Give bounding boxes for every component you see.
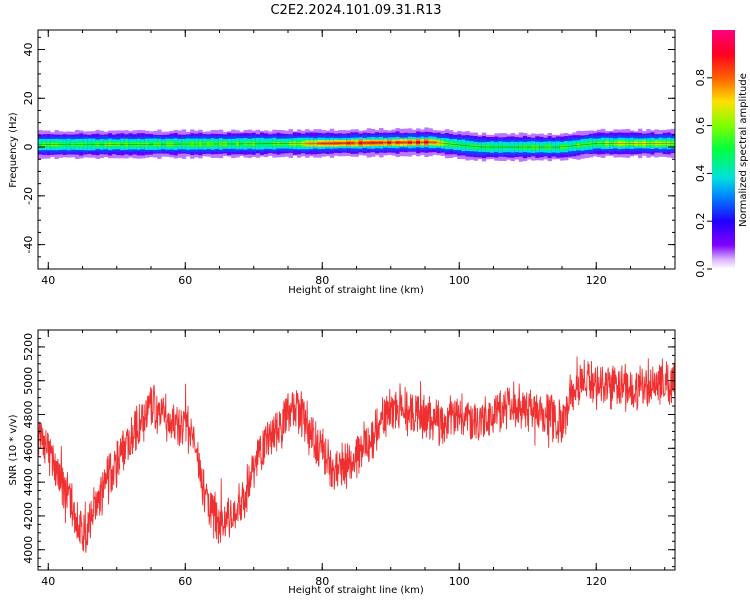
snr-y-tick-label: 4000 bbox=[22, 536, 35, 564]
spectrogram-ticks: 40 60 80 100 120 -40 -20 0 20 40 bbox=[22, 30, 675, 287]
spectrogram-y-tick-label: 40 bbox=[22, 43, 35, 57]
colorbar-tick-label: 0.2 bbox=[694, 212, 707, 230]
snr-x-tick-label: 100 bbox=[449, 575, 470, 588]
snr-y-tick-label: 4400 bbox=[22, 468, 35, 496]
snr-y-tick-label: 5200 bbox=[22, 333, 35, 361]
colorbar-ticks: 0.0 0.2 0.4 0.6 0.8 bbox=[694, 69, 712, 278]
snr-y-tick-label: 4200 bbox=[22, 502, 35, 530]
spectrogram-cell bbox=[675, 138, 679, 148]
snr-x-tick-label: 40 bbox=[41, 575, 55, 588]
spectrogram-panel: 40 60 80 100 120 -40 -20 0 20 40 Height of straig… bbox=[8, 29, 679, 296]
figure-title: C2E2.2024.101.09.31.R13 bbox=[270, 3, 441, 18]
snr-ticks: 40 60 80 100 120 4000 4200 4400 4600 4800 5000 5200 bbox=[22, 329, 675, 588]
snr-panel: 40 60 80 100 120 4000 4200 4400 4600 4800 5000 5200… bbox=[8, 329, 676, 596]
spectrogram-y-tick-label: -40 bbox=[22, 236, 35, 254]
spectrogram-y-tick-label: 20 bbox=[22, 91, 35, 105]
spectrogram-cell bbox=[675, 134, 679, 153]
snr-line bbox=[38, 356, 675, 553]
spectrogram-x-tick-label: 40 bbox=[41, 274, 55, 287]
snr-xlabel: Height of straight line (km) bbox=[288, 585, 424, 596]
snr-x-tick-label: 60 bbox=[178, 575, 192, 588]
spectrogram-ylabel: Frequency (Hz) bbox=[8, 112, 19, 188]
spectrogram-x-tick-label: 80 bbox=[315, 274, 329, 287]
spectrogram-cell bbox=[675, 142, 679, 145]
spectrogram-cell bbox=[675, 130, 679, 158]
colorbar-tick-label: 0.6 bbox=[694, 117, 707, 135]
colorbar: 0.0 0.2 0.4 0.6 0.8 Normalized spectral ampl… bbox=[694, 30, 749, 278]
snr-y-tick-label: 5000 bbox=[22, 367, 35, 395]
snr-ylabel: SNR (10 * v/v) bbox=[8, 414, 19, 485]
snr-x-tick-label: 80 bbox=[315, 575, 329, 588]
spectrogram-image bbox=[38, 127, 679, 162]
colorbar-label: Normalized spectral amplitude bbox=[738, 73, 749, 227]
spectrogram-cell bbox=[675, 141, 679, 147]
band-center-line bbox=[38, 141, 675, 148]
colorbar-gradient bbox=[712, 30, 735, 269]
spectrogram-y-tick-label: 0 bbox=[22, 144, 35, 151]
colorbar-tick-label: 0.4 bbox=[694, 165, 707, 183]
snr-y-tick-label: 4800 bbox=[22, 401, 35, 429]
colorbar-tick-label: 0.8 bbox=[694, 69, 707, 87]
spectrogram-xlabel: Height of straight line (km) bbox=[288, 285, 424, 296]
snr-x-tick-label: 120 bbox=[586, 575, 607, 588]
colorbar-tick-label: 0.0 bbox=[694, 260, 707, 278]
spectrogram-cell bbox=[675, 136, 679, 151]
spectrogram-x-tick-label: 120 bbox=[586, 274, 607, 287]
spectrogram-x-tick-label: 100 bbox=[449, 274, 470, 287]
snr-series-line bbox=[38, 356, 675, 553]
snr-y-tick-label: 4600 bbox=[22, 434, 35, 462]
spectrogram-y-tick-label: -20 bbox=[22, 187, 35, 205]
spectrogram-x-tick-label: 60 bbox=[178, 274, 192, 287]
